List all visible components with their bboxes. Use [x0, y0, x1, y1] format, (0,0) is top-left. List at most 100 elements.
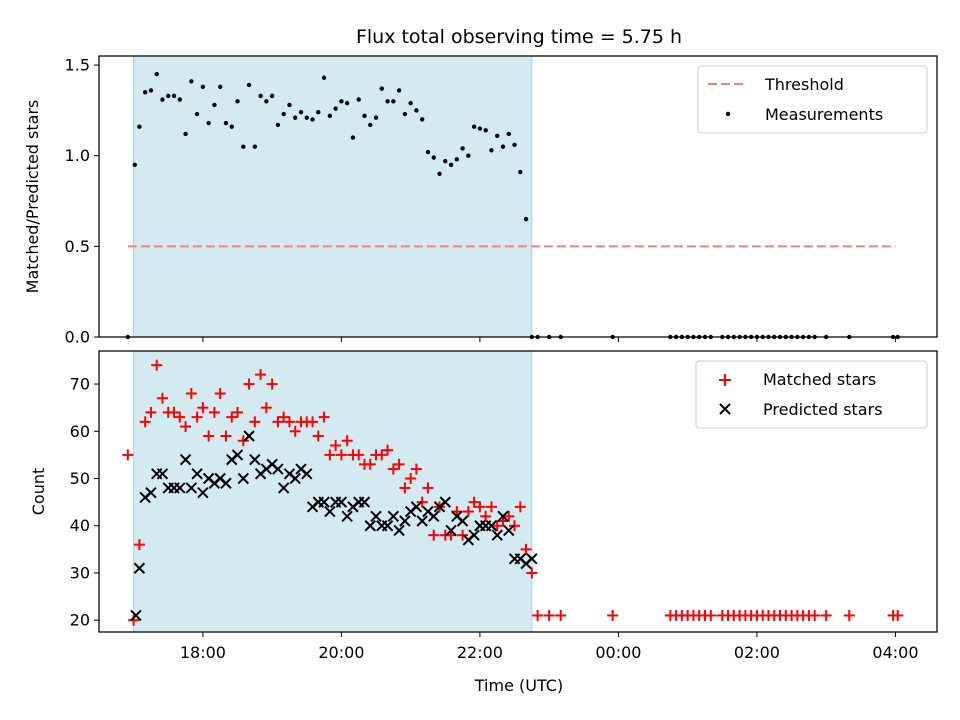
measurement-point — [183, 131, 188, 137]
matched-star-point — [249, 416, 261, 428]
measurement-point — [431, 155, 436, 160]
matched-star-point — [393, 458, 405, 470]
matched-star-point — [543, 609, 555, 621]
matched-star-point — [278, 411, 290, 423]
measurement-point — [275, 122, 281, 128]
x-tick-label: 04:00 — [872, 643, 918, 662]
measurement-point — [264, 99, 269, 104]
matched-star-point — [214, 388, 226, 400]
measurement-point — [298, 110, 304, 115]
matched-star-point — [335, 449, 347, 461]
predicted-star-point — [358, 496, 371, 508]
y-tick-label: 40 — [70, 516, 90, 535]
matched-star-point — [341, 435, 353, 447]
measurement-point — [512, 142, 517, 148]
measurement-point — [287, 102, 292, 108]
matched-star-point — [428, 529, 440, 541]
measurement-point — [368, 122, 373, 128]
predicted-star-point — [243, 430, 255, 442]
measurement-point — [171, 93, 177, 99]
measurement-point — [166, 93, 171, 99]
predicted-star-point — [428, 510, 440, 523]
matched-star-point — [197, 402, 209, 414]
measurement-point — [321, 75, 327, 80]
measurement-point — [316, 110, 321, 115]
predicted-star-point — [174, 482, 186, 494]
matched-star-point — [405, 473, 417, 485]
measurement-point — [454, 157, 460, 162]
measurement-point — [177, 97, 182, 102]
predicted-star-point — [393, 524, 405, 537]
predicted-star-point — [416, 515, 428, 527]
x-tick-label: 18:00 — [180, 643, 226, 662]
predicted-star-point — [324, 505, 336, 518]
measurement-point — [483, 128, 488, 133]
predicted-star-point — [185, 482, 198, 494]
predicted-star-point — [133, 562, 146, 574]
predicted-star-point — [237, 472, 249, 485]
matched-star-point — [312, 430, 324, 442]
legend-matched-label: Matched stars — [763, 370, 876, 389]
measurement-point — [148, 88, 154, 93]
bottom-axes-frame — [98, 350, 938, 633]
matched-star-point — [226, 411, 238, 423]
predicted-star-point — [399, 515, 411, 527]
matched-star-point — [503, 510, 515, 522]
matched-star-point — [237, 435, 249, 447]
measurement-point — [327, 113, 333, 119]
matched-star-point — [555, 609, 567, 621]
predicted-star-point — [341, 510, 353, 523]
matched-star-point — [260, 402, 272, 414]
measurement-point — [304, 115, 309, 120]
measurement-point — [189, 79, 194, 84]
y-tick-label: 0.0 — [65, 328, 90, 347]
matched-star-point — [324, 449, 336, 461]
matched-star-point — [145, 406, 157, 418]
matched-star-point — [457, 529, 469, 541]
matched-stars-points — [122, 359, 904, 626]
measurement-point — [477, 126, 483, 131]
legend-predicted-label: Predicted stars — [763, 400, 883, 419]
matched-star-point — [180, 421, 192, 433]
measurement-point — [500, 144, 506, 149]
bottom-y-ticks: 20 30 40 50 60 70 — [70, 375, 99, 630]
predicted-star-point — [301, 468, 313, 480]
measurement-point — [518, 169, 523, 175]
x-tick-label: 00:00 — [595, 643, 641, 662]
y-tick-label: 0.5 — [65, 237, 90, 256]
matched-star-point — [520, 543, 532, 555]
predicted-star-point — [364, 520, 376, 532]
top-axes-frame — [98, 55, 938, 338]
matched-star-point — [843, 609, 855, 621]
matched-star-point — [474, 501, 486, 513]
measurement-point — [408, 100, 413, 106]
predicted-stars-points — [130, 430, 538, 622]
matched-star-point — [422, 482, 434, 494]
matched-star-point — [191, 411, 203, 423]
matched-star-point — [399, 482, 411, 494]
predicted-star-point — [289, 472, 301, 485]
measurement-point — [241, 144, 246, 149]
matched-star-point — [151, 359, 163, 371]
top-y-ticks: 0.0 0.5 1.0 1.5 — [65, 56, 99, 347]
y-tick-label: 70 — [70, 375, 90, 394]
matched-star-point — [514, 501, 526, 513]
matched-star-point — [416, 496, 428, 508]
measurement-point — [269, 93, 275, 99]
matched-star-point — [272, 416, 284, 428]
measurement-point — [448, 162, 454, 167]
measurement-point — [350, 135, 356, 140]
measurement-point — [362, 113, 367, 119]
matched-star-point — [307, 416, 319, 428]
measurement-point — [523, 216, 529, 222]
matched-star-point — [462, 506, 474, 518]
measurement-point — [194, 111, 200, 117]
matched-star-point — [133, 539, 145, 551]
predicted-star-point — [526, 553, 538, 565]
measurement-point — [391, 99, 396, 104]
matched-star-point — [382, 444, 394, 456]
measurement-point — [460, 146, 465, 151]
predicted-star-point — [220, 477, 232, 489]
x-axis-label: Time (UTC) — [474, 676, 563, 695]
measurement-points — [125, 71, 900, 340]
